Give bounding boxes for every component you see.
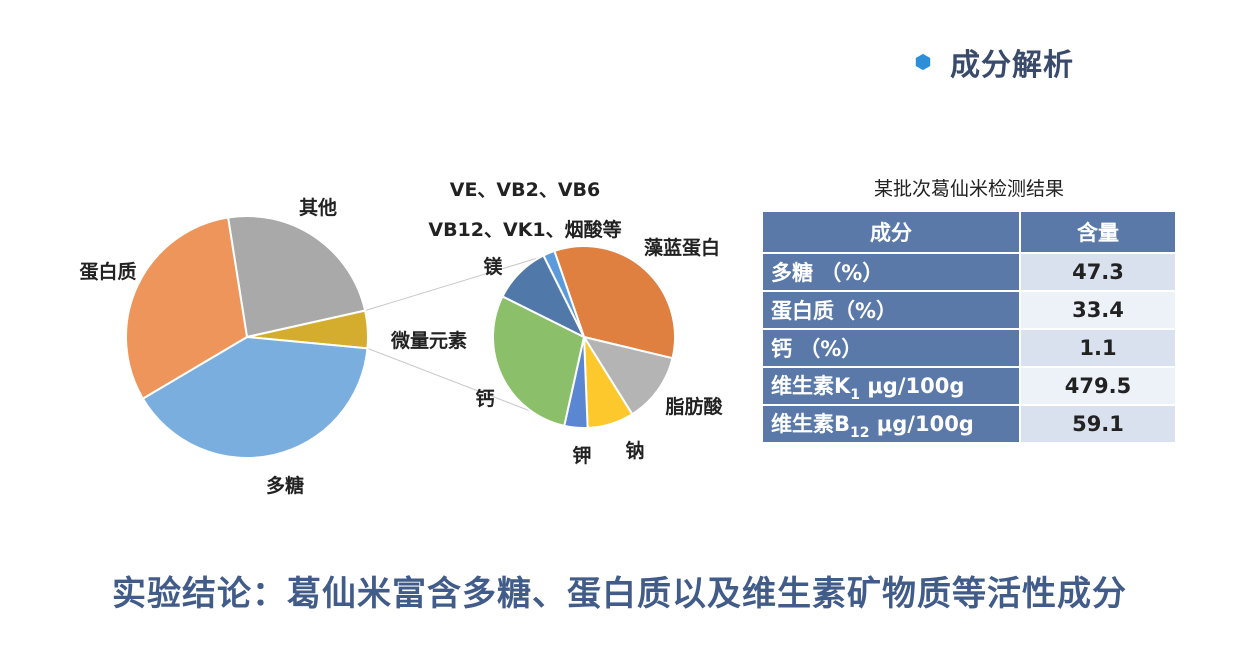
- label-protein: 蛋白质: [79, 260, 136, 283]
- pie-slice-3: 蛋白质: [125, 216, 249, 400]
- conclusion-text: 实验结论：葛仙米富含多糖、蛋白质以及维生素矿物质等活性成分: [112, 574, 1127, 614]
- label-other: 其他: [299, 196, 337, 219]
- pie-slice-4: 钙: [492, 295, 586, 428]
- sub-pie: 藻蓝蛋白脂肪酸钠钾钙镁VE、VB2、VB6 VB12、VK1、烟酸等: [492, 245, 676, 429]
- row-name-main: 维生素K: [771, 373, 851, 398]
- row-name: 多糖 （%）: [761, 252, 1021, 292]
- table-row: 钙 （%） 1.1: [761, 328, 1177, 368]
- row-name: 蛋白质（%）: [761, 290, 1021, 330]
- header-content: 含量: [1019, 210, 1177, 254]
- table-row: 维生素B12 μg/100g 59.1: [761, 404, 1177, 444]
- label-phycocyanin: 藻蓝蛋白: [644, 236, 720, 259]
- label-vitamins-line1: VE、VB2、VB6: [450, 179, 601, 201]
- row-name-main: 维生素B: [771, 411, 851, 436]
- row-name-unit: μg/100g: [869, 411, 974, 436]
- table-row: 蛋白质（%） 33.4: [761, 290, 1177, 330]
- pie-slice-0: 其他: [226, 215, 367, 339]
- row-name-subscript: 1: [850, 386, 861, 403]
- table-header-row: 成分 含量: [761, 210, 1177, 254]
- hexagon-bullet-icon: [915, 53, 931, 71]
- section-header: 成分解析: [914, 40, 1074, 84]
- table-title: 某批次葛仙米检测结果: [873, 178, 1064, 200]
- label-calcium: 钙: [475, 387, 494, 410]
- label-trace-elements: 微量元素: [390, 329, 467, 352]
- main-pie: 其他微量元素多糖蛋白质: [125, 215, 369, 459]
- row-value: 33.4: [1019, 290, 1177, 330]
- row-name: 维生素K1 μg/100g: [761, 366, 1021, 406]
- label-fatty-acid: 脂肪酸: [665, 395, 723, 418]
- pie-slice-2: 多糖: [141, 335, 369, 459]
- page-title: 成分解析: [950, 48, 1074, 83]
- table-row: 维生素K1 μg/100g 479.5: [761, 366, 1177, 406]
- row-value: 59.1: [1019, 404, 1177, 444]
- pie-slice-6: VE、VB2、VB6 VB12、VK1、烟酸等: [542, 249, 585, 338]
- label-polysaccharide: 多糖: [266, 474, 304, 497]
- label-magnesium: 镁: [483, 255, 502, 278]
- label-vitamins-line2: VB12、VK1、烟酸等: [428, 218, 621, 241]
- results-table: 成分 含量 多糖 （%） 47.3 蛋白质（%） 33.4 钙 （%） 1.1 …: [761, 210, 1177, 444]
- pie-slice-1: 脂肪酸: [581, 335, 674, 416]
- row-name-unit: μg/100g: [860, 373, 965, 398]
- pie-slice-0: 藻蓝蛋白: [553, 245, 676, 360]
- row-value: 479.5: [1019, 366, 1177, 406]
- row-name: 维生素B12 μg/100g: [761, 404, 1021, 444]
- header-component: 成分: [761, 210, 1021, 254]
- row-name-subscript: 12: [850, 424, 870, 441]
- connector-line-0: [364, 249, 565, 312]
- row-value: 1.1: [1019, 328, 1177, 368]
- label-sodium: 钠: [625, 439, 644, 462]
- row-value: 47.3: [1019, 252, 1177, 292]
- row-name: 钙 （%）: [761, 328, 1021, 368]
- label-potassium: 钾: [572, 444, 591, 467]
- table-row: 多糖 （%） 47.3: [761, 252, 1177, 292]
